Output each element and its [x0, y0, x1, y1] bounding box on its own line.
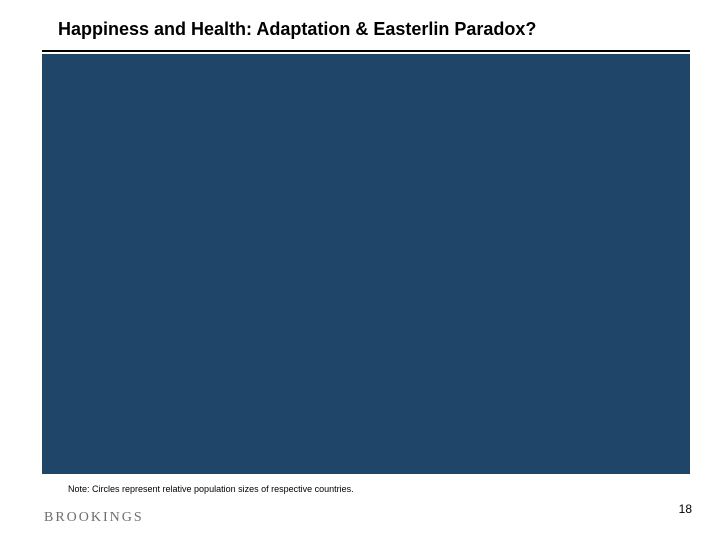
slide-title: Happiness and Health: Adaptation & Easte… — [58, 18, 680, 41]
title-divider — [42, 50, 690, 52]
chart-placeholder — [42, 54, 690, 474]
brookings-logo: BROOKINGS — [44, 510, 144, 526]
chart-note: Note: Circles represent relative populat… — [68, 484, 354, 494]
title-area: Happiness and Health: Adaptation & Easte… — [58, 18, 680, 41]
page-number: 18 — [679, 502, 692, 516]
slide: Happiness and Health: Adaptation & Easte… — [0, 0, 720, 540]
